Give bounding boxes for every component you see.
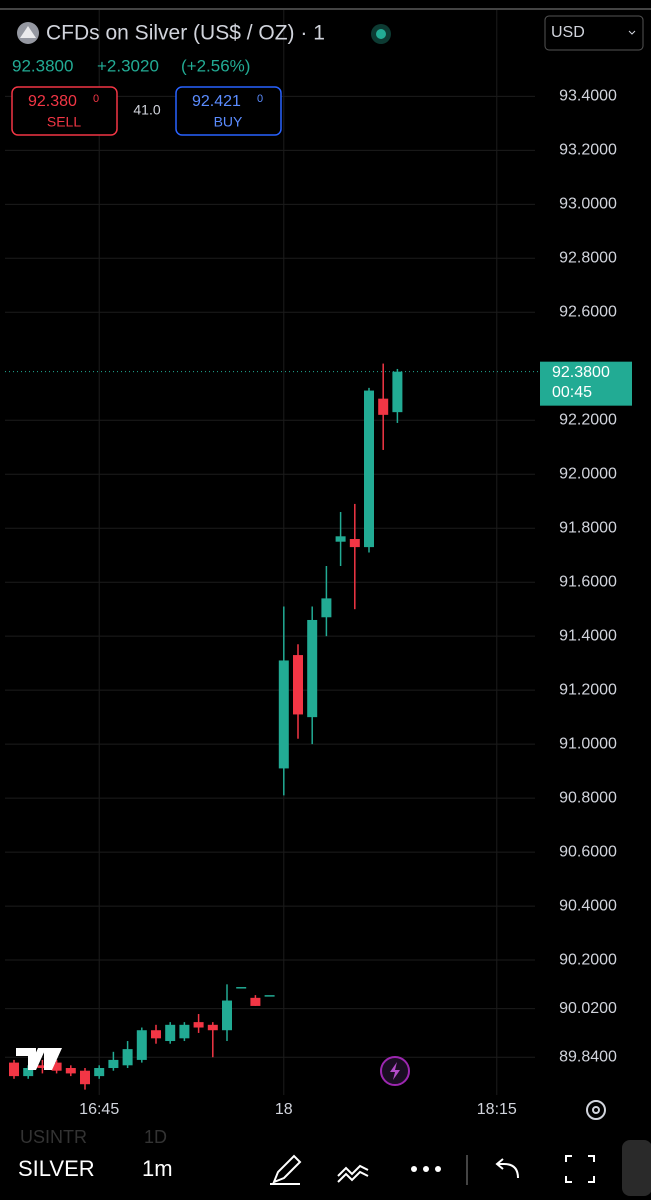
y-tick-label: 92.0000 (559, 465, 617, 482)
candle-body (151, 1030, 161, 1039)
currency: USD (551, 24, 585, 41)
candle-body (293, 655, 303, 715)
candle-body (108, 1059, 119, 1069)
candle-body (9, 1062, 19, 1077)
candle-body (236, 987, 247, 989)
countdown: 00:45 (552, 384, 592, 401)
faded-symbol: USINTR (20, 1127, 87, 1147)
candle-body (37, 1065, 48, 1069)
candle-body (250, 997, 261, 1006)
candle-body (193, 1022, 204, 1028)
header-price: 92.3800 (12, 56, 73, 75)
candle-body (278, 660, 289, 769)
y-tick-label: 90.2000 (559, 951, 617, 968)
candle-body (136, 1030, 147, 1060)
toolbar (0, 1128, 651, 1200)
y-tick-label: 90.0200 (559, 1000, 617, 1017)
undo-icon[interactable] (495, 1158, 519, 1179)
spread: 41.0 (133, 102, 160, 118)
buy-price: 92.421 (192, 93, 241, 110)
dropdown-arrow (628, 30, 636, 35)
y-tick-label: 92.6000 (559, 304, 617, 321)
candle-body (364, 390, 374, 548)
sell-label: SELL (47, 114, 81, 130)
logo (16, 1048, 62, 1070)
toolbar-interval[interactable]: 1m (142, 1156, 173, 1181)
y-tick-label: 93.0000 (559, 196, 617, 213)
candle-body (335, 536, 346, 542)
candle-body (222, 1000, 232, 1031)
y-tick-label: 90.4000 (559, 897, 617, 914)
candle-body (179, 1024, 190, 1039)
y-tick-label: 89.8400 (559, 1048, 617, 1065)
header-change-pct: (+2.56%) (181, 56, 250, 75)
market-status-dot (376, 29, 386, 39)
faded-interval: 1D (144, 1127, 167, 1147)
y-tick-label: 91.0000 (559, 735, 617, 752)
y-tick-label: 91.6000 (559, 573, 617, 590)
sell-price-sup: 0 (93, 93, 99, 105)
y-tick-label: 91.4000 (559, 627, 617, 644)
last-price-box (540, 361, 632, 406)
more-icon[interactable] (411, 1166, 441, 1172)
y-tick-label: 90.8000 (559, 789, 617, 806)
candle-body (349, 539, 360, 548)
y-tick-label: 92.8000 (559, 250, 617, 267)
symbol-icon-shape (20, 26, 36, 38)
candle-body (122, 1049, 133, 1066)
y-tick-label: 90.6000 (559, 843, 617, 860)
indicators-icon[interactable] (337, 1164, 369, 1183)
settings-icon-center (592, 1106, 600, 1114)
candle-body (378, 398, 389, 415)
x-tick-label: 18 (275, 1101, 293, 1118)
buy-button[interactable] (175, 86, 282, 136)
y-tick-label: 91.8000 (559, 519, 617, 536)
buy-label: BUY (214, 114, 243, 130)
candle-body (94, 1068, 105, 1077)
last-price-label: 92.3800 (552, 364, 610, 381)
candle-body (207, 1024, 218, 1031)
fullscreen-icon[interactable] (565, 1155, 595, 1183)
settings-icon[interactable] (586, 1100, 606, 1120)
y-tick-label: 93.2000 (559, 142, 617, 159)
toolbar-symbol[interactable]: SILVER (18, 1156, 95, 1181)
candle-body (165, 1024, 176, 1042)
x-tick-label: 16:45 (79, 1101, 119, 1118)
candle-body (80, 1070, 90, 1085)
candle-body (392, 371, 403, 413)
side-tab[interactable] (622, 1140, 651, 1196)
candle-body (23, 1068, 34, 1077)
candle-body (264, 995, 275, 997)
symbol-title[interactable]: CFDs on Silver (US$ / OZ) · 1 (46, 22, 325, 45)
sell-button[interactable] (11, 86, 118, 136)
buy-price-sup: 0 (257, 93, 263, 105)
candle-body (307, 619, 318, 718)
y-tick-label: 93.4000 (559, 88, 617, 105)
candle-body (321, 598, 332, 618)
currency-select[interactable] (544, 15, 644, 51)
sell-price: 92.380 (28, 93, 77, 110)
lightning-icon (390, 1062, 400, 1080)
y-tick-label: 91.2000 (559, 681, 617, 698)
draw-icon[interactable] (270, 1154, 302, 1185)
header-change: +2.3020 (97, 56, 159, 75)
x-tick-label: 18:15 (477, 1101, 517, 1118)
candle-body (51, 1062, 62, 1071)
candle-body (65, 1068, 76, 1074)
y-tick-label: 92.2000 (559, 411, 617, 428)
